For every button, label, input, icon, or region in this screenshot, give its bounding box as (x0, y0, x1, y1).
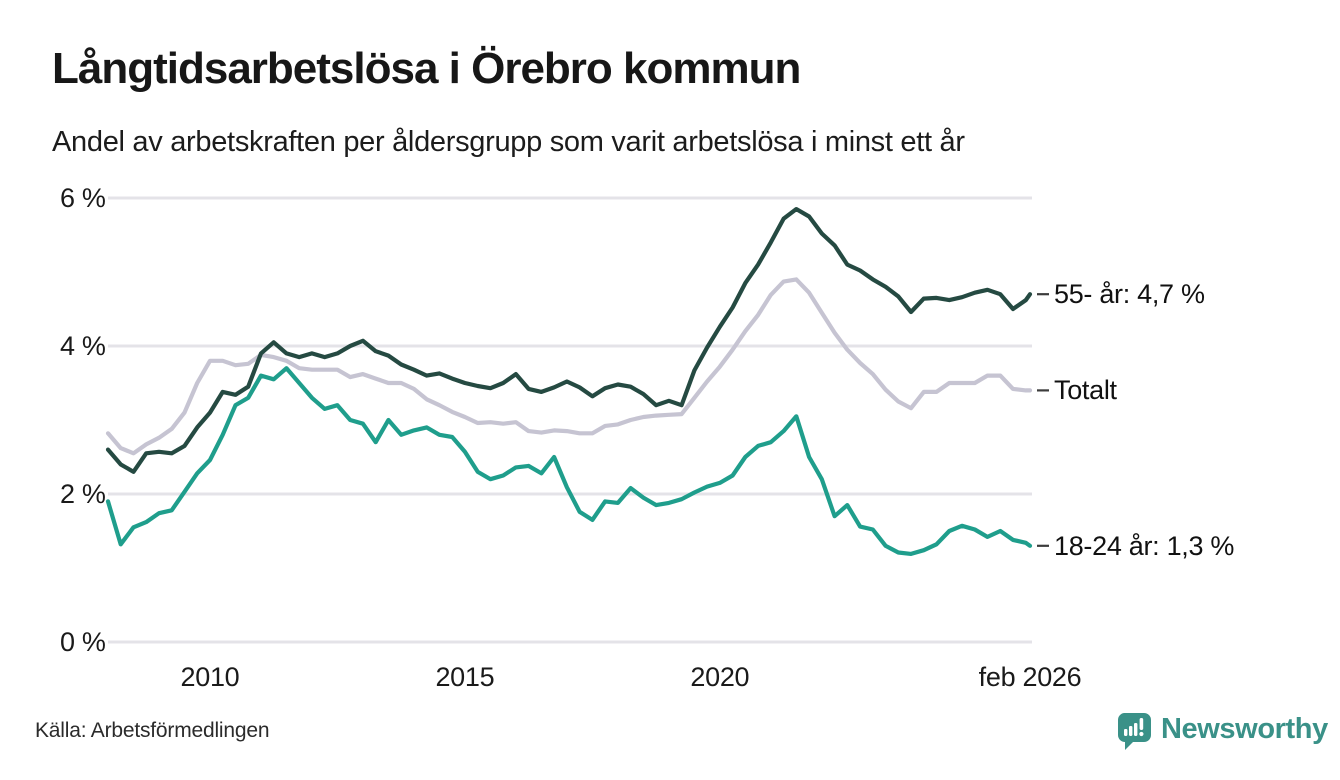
newsworthy-wordmark: Newsworthy (1161, 712, 1328, 745)
x-tick-label: 2015 (435, 662, 495, 692)
series-end-label-55-r: 55- år: 4,7 % (1054, 279, 1205, 310)
x-tick-label: 2010 (180, 662, 240, 692)
y-tick-label: 0 % (60, 627, 106, 657)
series-line-18-24-r (105, 366, 1033, 557)
series-end-label-totalt: Totalt (1054, 375, 1117, 406)
series-end-label-18-24-r: 18-24 år: 1,3 % (1054, 530, 1235, 561)
y-tick-label: 2 % (60, 479, 106, 509)
chart-title: Långtidsarbetslösa i Örebro kommun (52, 44, 801, 93)
newsworthy-logo: Newsworthy (1116, 709, 1328, 753)
series-line-55-r (105, 207, 1033, 474)
newsworthy-icon (1117, 713, 1151, 750)
x-tick-label: feb 2026 (978, 662, 1082, 692)
source-note: Källa: Arbetsförmedlingen (35, 719, 270, 742)
y-tick-label: 6 % (60, 183, 106, 213)
chart-subtitle: Andel av arbetskraften per åldersgrupp s… (52, 126, 965, 158)
y-tick-label: 4 % (60, 331, 106, 361)
series-line-totalt (105, 277, 1033, 456)
x-tick-label: 2020 (690, 662, 750, 692)
